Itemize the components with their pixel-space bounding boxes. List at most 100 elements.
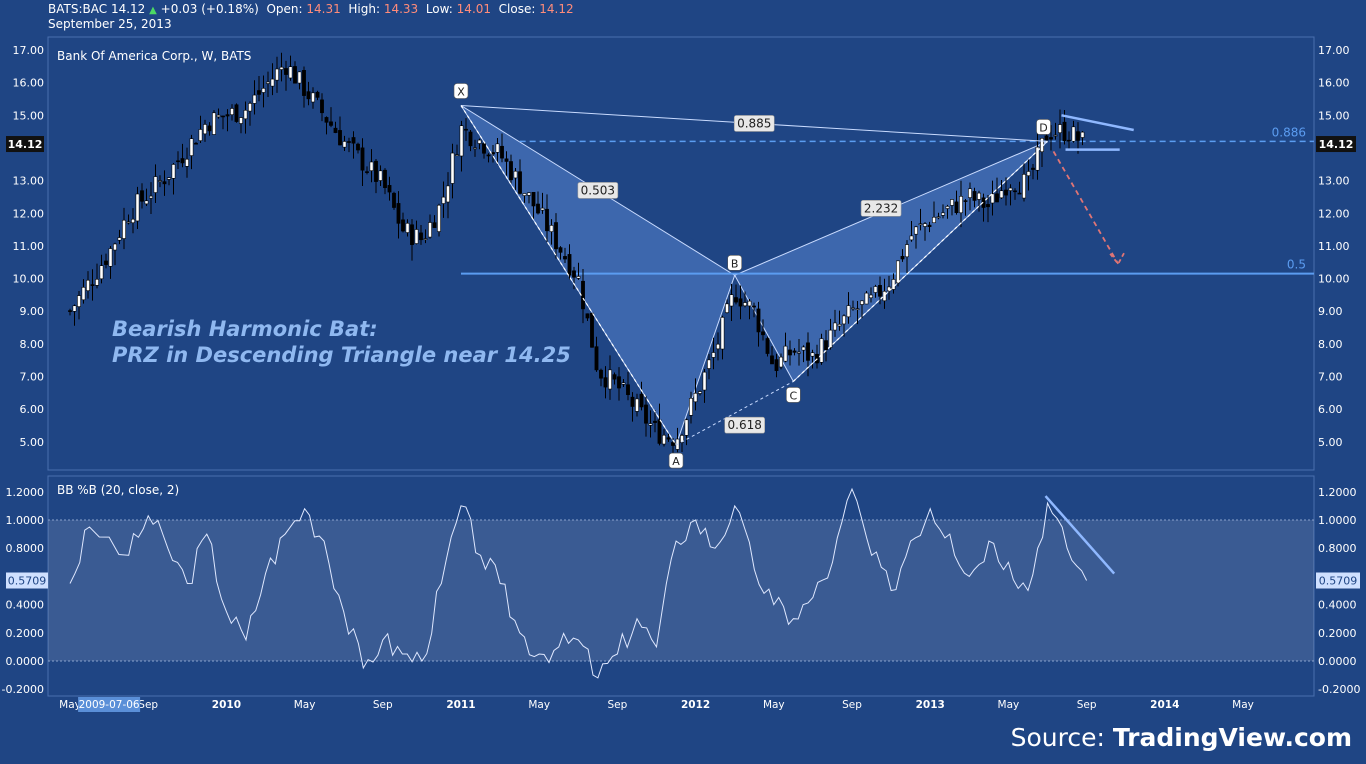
- point-badge-x: [453, 83, 469, 99]
- candle-body: [603, 377, 608, 388]
- time-tick: Sep: [1077, 699, 1097, 711]
- candle-body: [545, 208, 549, 232]
- candle-body: [765, 338, 770, 354]
- candle-body: [549, 225, 554, 232]
- candle-body: [405, 222, 410, 233]
- osc-tick-left: 1.0000: [6, 514, 45, 527]
- point-badge-a: [668, 452, 684, 469]
- annotation-line: Bearish Harmonic Bat:: [112, 317, 378, 341]
- candle-body: [837, 323, 842, 327]
- candle-body: [833, 322, 837, 331]
- candle-body: [639, 393, 644, 408]
- candle-body: [990, 193, 995, 204]
- candle-body: [896, 260, 900, 284]
- candle-body: [248, 103, 252, 112]
- candle-body: [977, 192, 981, 200]
- candle-body: [1071, 126, 1076, 142]
- candle-body: [374, 160, 378, 182]
- candle-body: [81, 287, 86, 301]
- candle-body: [419, 232, 423, 241]
- candle-body: [824, 340, 828, 351]
- candle-body: [383, 169, 387, 189]
- candle-body: [608, 369, 612, 390]
- candle-body: [140, 190, 144, 202]
- cursor-date-label: 2009-07-06: [79, 699, 140, 711]
- candle-body: [864, 292, 869, 305]
- osc-tick-right: -0.2000: [1318, 683, 1360, 696]
- price-tick-right: 8.00: [1318, 338, 1343, 351]
- price-tick-right: 7.00: [1318, 371, 1343, 384]
- candle-body: [288, 66, 293, 79]
- time-tick: May: [294, 699, 316, 711]
- price-tick-left: 8.00: [20, 338, 45, 351]
- price-tick-right: 9.00: [1318, 305, 1343, 318]
- last-price-marker-right: [1316, 136, 1356, 153]
- price-pane-frame: [47, 36, 1315, 471]
- symbol: BATS:BAC: [48, 2, 108, 16]
- candle-body: [212, 112, 216, 135]
- price-tick-left: 12.00: [13, 207, 45, 220]
- candle-body: [333, 127, 338, 133]
- candle-body: [855, 308, 860, 311]
- candle-body: [752, 305, 756, 308]
- price-tick-right: 13.00: [1318, 175, 1350, 188]
- candle-body: [252, 94, 257, 104]
- price-tick-right: 17.00: [1318, 44, 1350, 57]
- candle-body: [743, 302, 747, 307]
- candle-body: [900, 256, 905, 260]
- candle-body: [585, 313, 590, 319]
- price-tick-left: 5.00: [20, 436, 45, 449]
- point-label-b: B: [731, 257, 739, 270]
- candle-body: [1026, 171, 1031, 176]
- candle-body: [234, 104, 239, 122]
- ratio-label: 0.885: [737, 116, 771, 130]
- price-pane-legend: Bank Of America Corp., W, BATS: [57, 49, 251, 63]
- candle-body: [635, 398, 639, 412]
- candle-body: [684, 419, 689, 436]
- candle-body: [734, 297, 738, 303]
- candle-body: [891, 279, 896, 290]
- time-tick: May: [528, 699, 550, 711]
- candle-body: [986, 204, 990, 208]
- candle-body: [1008, 187, 1013, 191]
- candle-body: [972, 191, 977, 201]
- candle-body: [428, 222, 432, 238]
- osc-last-text-right: 0.5709: [1319, 575, 1358, 588]
- candle-body: [1053, 134, 1058, 137]
- candle-body: [567, 254, 572, 276]
- candle-body: [356, 143, 360, 151]
- candle-body: [369, 161, 374, 171]
- ratio-label: 0.618: [728, 418, 762, 432]
- price-tick-right: 12.00: [1318, 207, 1350, 220]
- osc-tick-left: 1.2000: [6, 486, 45, 499]
- candle-body: [527, 192, 531, 196]
- candle-body: [828, 329, 833, 348]
- candle-body: [554, 222, 558, 250]
- candle-body: [464, 128, 468, 131]
- candle-body: [180, 158, 185, 164]
- point-badge-d: [1036, 119, 1051, 135]
- annotation-line: PRZ in Descending Triangle near 14.25: [112, 343, 571, 367]
- candle-body: [999, 190, 1004, 199]
- open-value: 14.31: [306, 2, 341, 16]
- candle-body: [581, 280, 585, 310]
- candle-body: [324, 117, 329, 123]
- candle-body: [176, 160, 180, 163]
- ratio-label: 0.503: [581, 183, 615, 197]
- candle-body: [819, 338, 824, 363]
- candle-body: [774, 359, 779, 371]
- price-tick-right: 16.00: [1318, 77, 1350, 90]
- last-price-text-left: 14.12: [8, 138, 43, 151]
- osc-tick-left: 0.2000: [6, 627, 45, 640]
- candle-body: [347, 141, 351, 143]
- candle-body: [1062, 121, 1067, 142]
- osc-last-marker-right: [1316, 572, 1360, 589]
- candle-body: [779, 356, 783, 368]
- candle-body: [113, 243, 117, 251]
- time-tick: 2014: [1150, 699, 1179, 711]
- candle-body: [783, 345, 788, 362]
- time-tick: Sep: [373, 699, 393, 711]
- ratio-badge: [860, 200, 902, 217]
